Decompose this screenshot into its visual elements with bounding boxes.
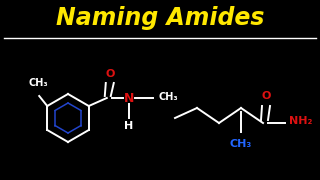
Text: NH₂: NH₂ [289,116,312,126]
Text: CH₃: CH₃ [230,139,252,149]
Text: O: O [105,69,115,79]
Text: CH₃: CH₃ [159,92,179,102]
Text: O: O [261,91,271,101]
Text: CH₃: CH₃ [28,78,48,88]
Text: N: N [124,91,134,105]
Text: Naming Amides: Naming Amides [56,6,264,30]
Text: H: H [124,121,133,131]
